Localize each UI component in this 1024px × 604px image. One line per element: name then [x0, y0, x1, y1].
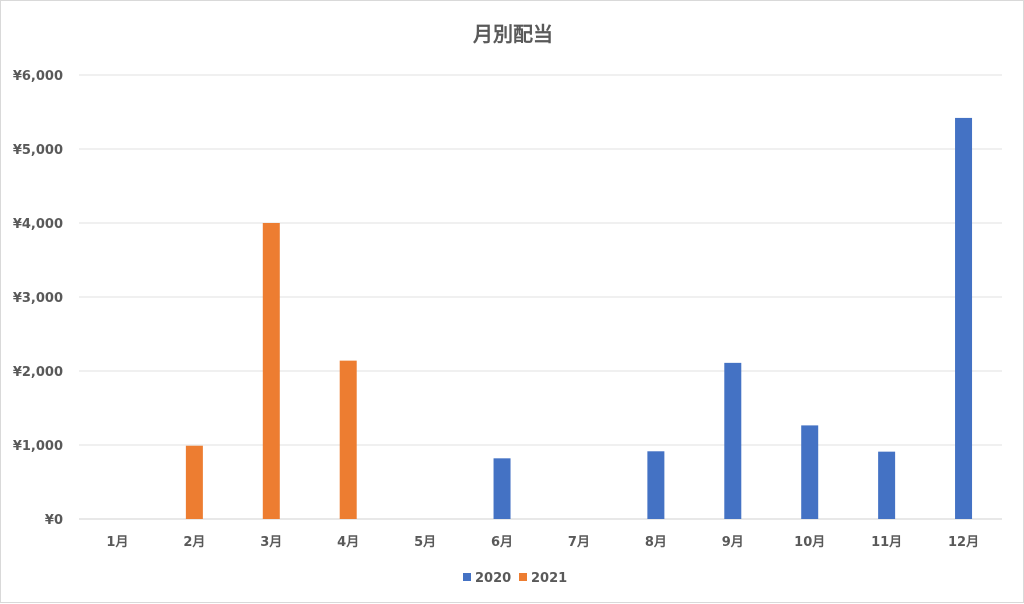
- x-axis-ticks: 1月 2月 3月 4月 5月 6月 7月 8月 9月 10月 11月 12月: [106, 535, 979, 550]
- y-tick-label: ¥0: [45, 513, 63, 528]
- bar-2020-11: [878, 451, 896, 519]
- bar-2020-12: [955, 117, 973, 520]
- y-axis-ticks: ¥0 ¥1,000 ¥2,000 ¥3,000 ¥4,000 ¥5,000 ¥6,000: [13, 69, 63, 528]
- y-tick-label: ¥5,000: [13, 143, 63, 158]
- x-tick-label: 10月: [794, 535, 825, 550]
- x-tick-label: 6月: [491, 535, 513, 550]
- bar-2021-2: [185, 445, 203, 519]
- legend-swatch-2021: [519, 573, 527, 581]
- bar-2020-10: [801, 425, 819, 519]
- bars: [185, 117, 973, 520]
- x-tick-label: 4月: [337, 535, 359, 550]
- x-tick-label: 1月: [106, 535, 128, 550]
- x-tick-label: 11月: [871, 535, 902, 550]
- x-tick-label: 5月: [414, 535, 436, 550]
- x-tick-label: 12月: [948, 535, 979, 550]
- y-tick-label: ¥6,000: [13, 69, 63, 84]
- x-tick-label: 8月: [645, 535, 667, 550]
- legend: 2020 2021: [463, 571, 567, 586]
- legend-label-2020: 2020: [475, 571, 511, 586]
- y-tick-label: ¥4,000: [13, 217, 63, 232]
- bar-2021-4: [339, 360, 357, 519]
- legend-swatch-2020: [463, 573, 471, 581]
- legend-label-2021: 2021: [531, 571, 567, 586]
- x-tick-label: 7月: [568, 535, 590, 550]
- x-tick-label: 3月: [260, 535, 282, 550]
- y-tick-label: ¥1,000: [13, 439, 63, 454]
- x-tick-label: 9月: [722, 535, 744, 550]
- bar-2020-8: [647, 451, 665, 519]
- chart-title: 月別配当: [472, 22, 553, 46]
- y-tick-label: ¥3,000: [13, 291, 63, 306]
- bar-2021-3: [262, 223, 280, 519]
- bar-2020-9: [724, 362, 742, 519]
- bar-2020-6: [493, 458, 511, 519]
- y-tick-label: ¥2,000: [13, 365, 63, 380]
- grid-lines: [79, 74, 1002, 520]
- x-tick-label: 2月: [183, 535, 205, 550]
